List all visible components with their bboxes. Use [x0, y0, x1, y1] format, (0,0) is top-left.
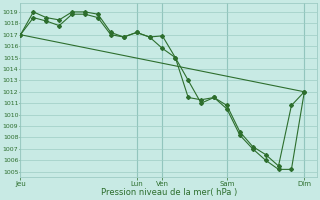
X-axis label: Pression niveau de la mer( hPa ): Pression niveau de la mer( hPa ) — [101, 188, 237, 197]
